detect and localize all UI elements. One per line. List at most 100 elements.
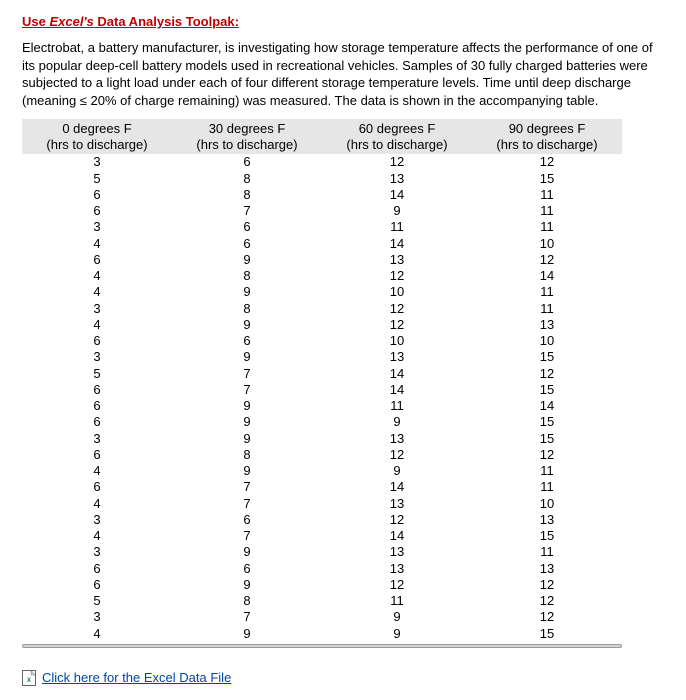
table-cell: 7 xyxy=(172,203,322,219)
col-header-line1: 0 degrees F xyxy=(62,121,131,136)
table-cell: 9 xyxy=(172,577,322,593)
table-cell: 12 xyxy=(322,301,472,317)
table-cell: 4 xyxy=(22,528,172,544)
table-cell: 15 xyxy=(472,626,622,642)
table-row: 491011 xyxy=(22,284,622,300)
table-row: 49911 xyxy=(22,463,622,479)
table-cell: 6 xyxy=(172,561,322,577)
col-header-line2: (hrs to discharge) xyxy=(346,137,447,152)
title-prefix: Use xyxy=(22,14,49,29)
table-cell: 13 xyxy=(472,317,622,333)
table-cell: 6 xyxy=(22,447,172,463)
table-cell: 6 xyxy=(22,561,172,577)
table-row: 481214 xyxy=(22,268,622,284)
table-cell: 11 xyxy=(472,187,622,203)
table-cell: 8 xyxy=(172,301,322,317)
table-cell: 8 xyxy=(172,171,322,187)
table-row: 461410 xyxy=(22,236,622,252)
table-cell: 9 xyxy=(172,317,322,333)
table-cell: 13 xyxy=(322,252,472,268)
table-cell: 3 xyxy=(22,349,172,365)
table-cell: 4 xyxy=(22,236,172,252)
table-cell: 3 xyxy=(22,431,172,447)
table-body: 3612125813156814116791136111146141069131… xyxy=(22,154,622,642)
table-cell: 11 xyxy=(472,544,622,560)
table-cell: 15 xyxy=(472,528,622,544)
table-row: 391315 xyxy=(22,431,622,447)
table-cell: 12 xyxy=(472,609,622,625)
table-cell: 5 xyxy=(22,366,172,382)
table-cell: 7 xyxy=(172,528,322,544)
table-cell: 4 xyxy=(22,626,172,642)
table-cell: 13 xyxy=(322,349,472,365)
table-cell: 12 xyxy=(322,512,472,528)
table-cell: 14 xyxy=(322,187,472,203)
table-row: 681212 xyxy=(22,447,622,463)
table-cell: 5 xyxy=(22,171,172,187)
table-cell: 11 xyxy=(322,219,472,235)
table-cell: 12 xyxy=(472,447,622,463)
table-cell: 9 xyxy=(172,398,322,414)
table-cell: 10 xyxy=(322,284,472,300)
table-row: 471310 xyxy=(22,496,622,512)
table-cell: 3 xyxy=(22,609,172,625)
table-cell: 9 xyxy=(172,414,322,430)
table-cell: 3 xyxy=(22,219,172,235)
table-cell: 11 xyxy=(322,398,472,414)
table-cell: 13 xyxy=(322,561,472,577)
col-header-2: 60 degrees F (hrs to discharge) xyxy=(322,119,472,154)
table-cell: 9 xyxy=(172,284,322,300)
table-cell: 4 xyxy=(22,463,172,479)
table-cell: 13 xyxy=(322,496,472,512)
table-cell: 6 xyxy=(22,333,172,349)
table-cell: 15 xyxy=(472,382,622,398)
table-divider xyxy=(22,644,622,648)
table-cell: 12 xyxy=(472,252,622,268)
table-cell: 11 xyxy=(472,463,622,479)
table-row: 69915 xyxy=(22,414,622,430)
table-cell: 12 xyxy=(472,577,622,593)
table-cell: 14 xyxy=(322,366,472,382)
table-cell: 10 xyxy=(472,236,622,252)
table-cell: 15 xyxy=(472,414,622,430)
table-cell: 14 xyxy=(472,398,622,414)
table-cell: 13 xyxy=(472,561,622,577)
table-row: 581112 xyxy=(22,593,622,609)
table-row: 471415 xyxy=(22,528,622,544)
col-header-1: 30 degrees F (hrs to discharge) xyxy=(172,119,322,154)
table-cell: 9 xyxy=(322,414,472,430)
description-text: Electrobat, a battery manufacturer, is i… xyxy=(22,39,664,109)
table-cell: 9 xyxy=(172,431,322,447)
table-cell: 11 xyxy=(472,284,622,300)
table-cell: 12 xyxy=(322,447,472,463)
col-header-line2: (hrs to discharge) xyxy=(196,137,297,152)
table-row: 491213 xyxy=(22,317,622,333)
table-cell: 4 xyxy=(22,496,172,512)
excel-file-link[interactable]: Click here for the Excel Data File xyxy=(42,670,231,685)
table-row: 671415 xyxy=(22,382,622,398)
table-row: 681411 xyxy=(22,187,622,203)
table-cell: 4 xyxy=(22,268,172,284)
table-cell: 6 xyxy=(172,154,322,170)
table-cell: 6 xyxy=(172,236,322,252)
table-cell: 11 xyxy=(472,479,622,495)
table-cell: 13 xyxy=(322,171,472,187)
table-cell: 9 xyxy=(322,463,472,479)
table-cell: 10 xyxy=(472,496,622,512)
table-cell: 11 xyxy=(472,301,622,317)
table-row: 391311 xyxy=(22,544,622,560)
table-cell: 7 xyxy=(172,382,322,398)
table-cell: 4 xyxy=(22,284,172,300)
table-row: 571412 xyxy=(22,366,622,382)
table-cell: 9 xyxy=(172,349,322,365)
table-cell: 6 xyxy=(172,333,322,349)
table-row: 661313 xyxy=(22,561,622,577)
col-header-line1: 30 degrees F xyxy=(209,121,286,136)
table-row: 67911 xyxy=(22,203,622,219)
table-cell: 6 xyxy=(172,512,322,528)
table-cell: 11 xyxy=(472,203,622,219)
table-cell: 6 xyxy=(22,382,172,398)
table-cell: 12 xyxy=(472,593,622,609)
col-header-3: 90 degrees F (hrs to discharge) xyxy=(472,119,622,154)
table-cell: 13 xyxy=(322,431,472,447)
